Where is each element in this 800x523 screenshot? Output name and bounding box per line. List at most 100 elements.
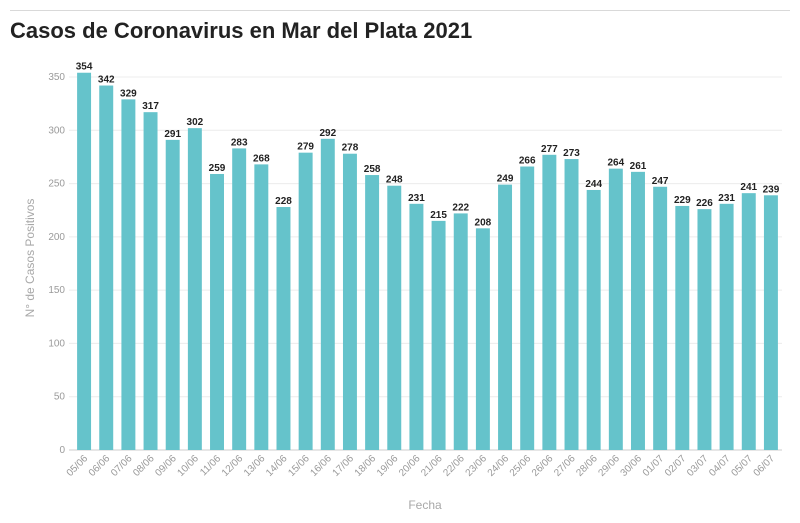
x-tick-label: 27/06: [552, 453, 578, 479]
bar: [697, 209, 712, 450]
data-label: 292: [319, 128, 336, 139]
x-tick-label: 23/06: [464, 453, 490, 479]
bar: [187, 128, 202, 450]
data-label: 329: [120, 88, 137, 99]
data-label: 244: [585, 179, 602, 190]
bar: [298, 152, 313, 450]
value-labels: 354 342 329 317 291 302 259 283 268 228 279 292 278 2…: [76, 62, 780, 229]
bar: [631, 171, 645, 450]
data-label: 302: [187, 117, 204, 128]
bar: [409, 203, 424, 450]
x-tick-label: 01/07: [641, 453, 667, 479]
bar: [232, 148, 247, 450]
x-tick-label: 09/06: [153, 453, 179, 479]
bar: [453, 213, 468, 450]
x-tick-label: 06/07: [752, 453, 778, 479]
bar: [542, 154, 557, 450]
data-label: 291: [164, 129, 181, 140]
x-tick-label: 06/06: [87, 453, 113, 479]
y-tick-label: 300: [48, 125, 65, 136]
bar: [719, 203, 734, 450]
bar: [121, 99, 136, 450]
data-label: 273: [563, 148, 580, 159]
y-axis-title: N° de Casos Positivos: [23, 199, 37, 318]
data-label: 248: [386, 175, 403, 186]
data-label: 215: [430, 210, 447, 221]
x-tick-label: 28/06: [574, 453, 600, 479]
x-tick-label: 02/07: [663, 453, 689, 479]
x-tick-label: 03/07: [685, 453, 711, 479]
x-tick-label: 30/06: [619, 453, 645, 479]
x-tick-label: 11/06: [198, 453, 223, 478]
x-tick-label: 13/06: [242, 453, 268, 479]
data-label: 278: [342, 143, 359, 154]
data-label: 259: [209, 163, 226, 174]
bar: [741, 193, 756, 451]
x-tick-label: 19/06: [375, 453, 401, 479]
y-tick-label: 0: [59, 445, 65, 456]
y-tick-label: 200: [48, 232, 65, 243]
bar: [342, 153, 357, 450]
y-tick-label: 350: [48, 72, 65, 83]
x-tick-label: 25/06: [508, 453, 534, 479]
bar: [143, 112, 158, 450]
data-label: 239: [763, 184, 780, 195]
chart-title: Casos de Coronavirus en Mar del Plata 20…: [10, 18, 473, 43]
data-label: 277: [541, 144, 558, 155]
x-tick-label: 12/06: [220, 453, 246, 479]
x-tick-label: 22/06: [441, 453, 467, 479]
bar: [254, 164, 269, 451]
top-divider: [10, 10, 790, 11]
data-label: 208: [475, 217, 492, 228]
x-tick-label: 07/06: [109, 453, 135, 479]
data-label: 241: [740, 182, 757, 193]
bar: [210, 173, 224, 451]
x-tick-label: 20/06: [397, 453, 423, 479]
data-label: 249: [497, 174, 514, 185]
bar: [475, 228, 490, 450]
x-tick-label: 17/06: [331, 453, 357, 479]
bar: [99, 85, 114, 451]
bar: [498, 184, 513, 450]
bar: [675, 205, 690, 450]
bar: [165, 139, 180, 450]
x-tick-label: 24/06: [486, 453, 512, 479]
x-axis-title: Fecha: [408, 498, 442, 512]
x-tick-label: 05/07: [729, 453, 755, 479]
bar: [387, 185, 402, 450]
data-label: 231: [718, 193, 735, 204]
data-label: 222: [452, 202, 469, 213]
data-label: 268: [253, 153, 270, 164]
bar: [608, 168, 623, 450]
data-label: 258: [364, 164, 381, 175]
x-tick-label: 14/06: [264, 453, 290, 479]
bar: [77, 72, 92, 450]
x-axis-ticks: 05/0606/0607/0608/0609/0610/0611/0612/06…: [65, 453, 778, 479]
bar: [586, 189, 601, 451]
bar: [320, 138, 335, 450]
bar: [564, 159, 579, 450]
data-label: 261: [630, 161, 647, 172]
data-label: 279: [297, 142, 314, 153]
data-label: 231: [408, 193, 425, 204]
x-tick-label: 15/06: [286, 453, 312, 479]
bars: [77, 72, 778, 451]
bar: [520, 166, 535, 450]
data-label: 266: [519, 156, 536, 167]
bar: [763, 195, 778, 450]
y-tick-label: 250: [48, 179, 65, 190]
y-tick-label: 150: [48, 285, 65, 296]
data-label: 317: [142, 101, 159, 112]
data-label: 228: [275, 196, 292, 207]
bar: [653, 186, 668, 451]
data-label: 283: [231, 137, 248, 148]
data-label: 354: [76, 62, 93, 73]
x-tick-label: 29/06: [596, 453, 622, 479]
y-axis-ticks: 0 50 100 150 200 250 300 350: [48, 72, 65, 456]
x-tick-label: 26/06: [530, 453, 556, 479]
bar: [431, 220, 446, 450]
x-tick-label: 10/06: [176, 453, 202, 479]
y-tick-label: 50: [54, 392, 66, 403]
y-tick-label: 100: [48, 338, 65, 349]
